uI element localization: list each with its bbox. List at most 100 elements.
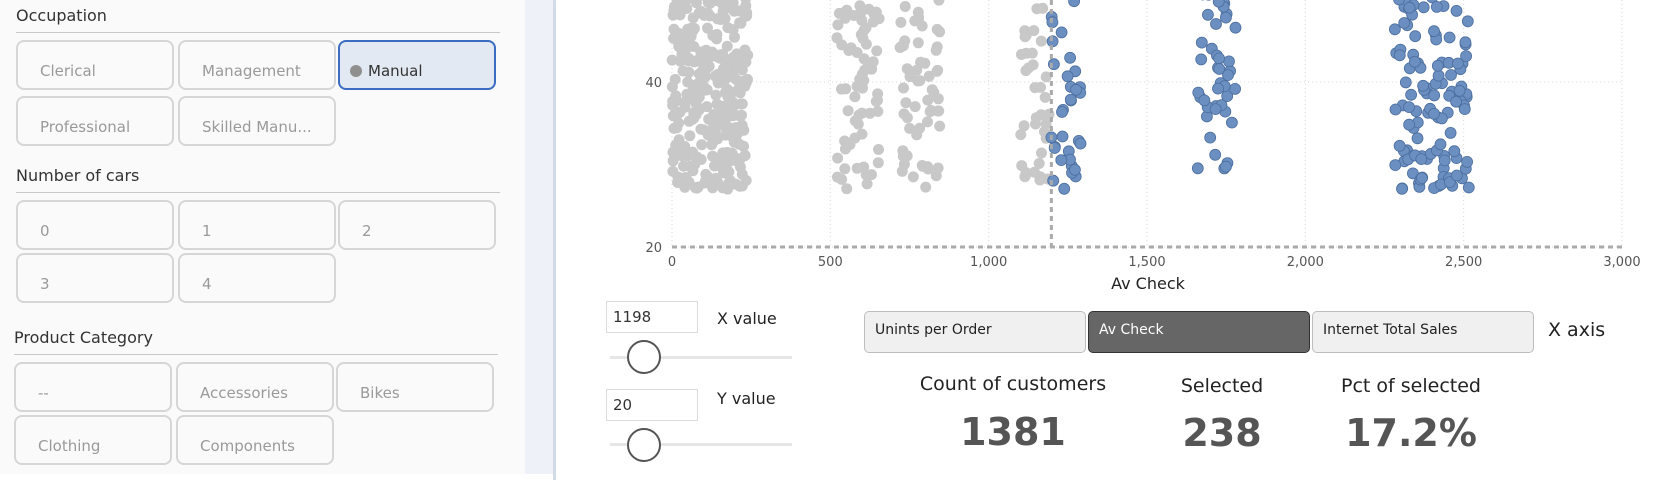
selected-point — [1416, 154, 1427, 165]
axis-button-av-check[interactable]: Av Check — [1088, 311, 1310, 353]
x-axis-label: Av Check — [1111, 274, 1186, 293]
unselected-point — [712, 69, 723, 80]
chart-grid — [672, 0, 1622, 247]
pct-selected-value: 17.2% — [1291, 411, 1531, 455]
selected-point — [1059, 183, 1070, 194]
unselected-point — [721, 84, 732, 95]
selected-point — [1057, 107, 1068, 118]
selected-point — [1463, 182, 1474, 193]
selected-point — [1462, 16, 1473, 27]
selected-point — [1404, 102, 1415, 113]
selected-point — [1223, 70, 1234, 81]
unselected-point — [696, 139, 707, 150]
unselected-point — [702, 49, 713, 60]
unselected-point — [712, 51, 723, 62]
unselected-point — [933, 0, 944, 6]
unselected-point — [853, 119, 864, 130]
unselected-point — [846, 42, 857, 53]
unselected-point — [934, 26, 945, 37]
selected-point — [1439, 155, 1450, 166]
unselected-point — [911, 129, 922, 140]
unselected-point — [718, 116, 729, 127]
selected-point — [1460, 37, 1471, 48]
selected-point — [1399, 18, 1410, 29]
selected-point — [1226, 117, 1237, 128]
x-tick-label: 1,500 — [1128, 255, 1165, 270]
selected-point — [1210, 149, 1221, 160]
x-tick-label: 1,000 — [970, 255, 1007, 270]
x-tick-label: 3,000 — [1603, 255, 1640, 270]
selected-point — [1400, 77, 1411, 88]
unselected-point — [682, 24, 693, 35]
y-tick-label: 40 — [645, 76, 662, 91]
selected-point — [1199, 95, 1210, 106]
unselected-point — [834, 8, 845, 19]
selected-point — [1418, 80, 1429, 91]
unselected-point — [836, 84, 847, 95]
threshold-lines — [672, 0, 1622, 247]
unselected-point — [718, 6, 729, 17]
product-tile-components[interactable]: Components — [176, 415, 334, 465]
unselected-point — [898, 83, 909, 94]
unselected-point — [849, 91, 860, 102]
selected-point — [1230, 22, 1241, 33]
selected-point — [1071, 84, 1082, 95]
selected-point — [1211, 19, 1222, 30]
product-tile-none[interactable]: -- — [14, 362, 172, 412]
unselected-point — [928, 87, 939, 98]
unselected-point — [902, 112, 913, 123]
selected-point — [1069, 0, 1080, 7]
x-axis-selector-label: X axis — [1548, 319, 1605, 341]
unselected-point — [926, 105, 937, 116]
unselected-point — [718, 167, 729, 178]
unselected-point — [678, 66, 689, 77]
selected-point — [1454, 85, 1465, 96]
unselected-point — [917, 21, 928, 32]
unselected-point — [900, 97, 911, 108]
unselected-point — [741, 77, 752, 88]
unselected-point — [668, 155, 679, 166]
unselected-point — [737, 64, 748, 75]
unselected-point — [839, 163, 850, 174]
unselected-point — [722, 22, 733, 33]
unselected-point — [1028, 25, 1039, 36]
unselected-point — [735, 154, 746, 165]
unselected-point — [1028, 59, 1039, 70]
x-slider-thumb[interactable] — [627, 340, 661, 374]
selected-point — [1452, 58, 1463, 69]
unselected-point — [681, 3, 692, 14]
x-tick-label: 2,000 — [1287, 255, 1324, 270]
product-tile-bikes[interactable]: Bikes — [336, 362, 494, 412]
unselected-point — [868, 17, 879, 28]
selected-point — [1065, 52, 1076, 63]
selected-point — [1075, 138, 1086, 149]
selected-point — [1404, 119, 1415, 130]
x-value-input[interactable]: 1198 — [606, 301, 698, 333]
selected-point — [1065, 94, 1076, 105]
unselected-point — [917, 160, 928, 171]
x-tick-label: 500 — [818, 255, 843, 270]
selected-point — [1230, 83, 1241, 94]
unselected-point — [839, 136, 850, 147]
y-slider-thumb[interactable] — [627, 428, 661, 462]
product-tile-accessories[interactable]: Accessories — [176, 362, 334, 412]
y-value-input[interactable]: 20 — [606, 389, 698, 421]
unselected-point — [873, 144, 884, 155]
unselected-point — [895, 17, 906, 28]
count-customers-value: 1381 — [893, 410, 1133, 454]
unselected-point — [871, 45, 882, 56]
product-tile-clothing[interactable]: Clothing — [14, 415, 172, 465]
unselected-point — [729, 32, 740, 43]
selected-point — [1459, 104, 1470, 115]
axis-button-internet-total-sales[interactable]: Internet Total Sales — [1312, 311, 1534, 353]
unselected-point — [915, 57, 926, 68]
selected-point — [1410, 31, 1421, 42]
selected-point — [1445, 127, 1456, 138]
axis-button-units-per-order[interactable]: Unints per Order — [864, 311, 1086, 353]
selected-point — [1394, 140, 1405, 151]
selected-point — [1389, 24, 1400, 35]
y-tick-label: 20 — [645, 241, 662, 256]
unselected-point — [856, 29, 867, 40]
unselected-point — [693, 78, 704, 89]
unselected-point — [734, 181, 745, 192]
